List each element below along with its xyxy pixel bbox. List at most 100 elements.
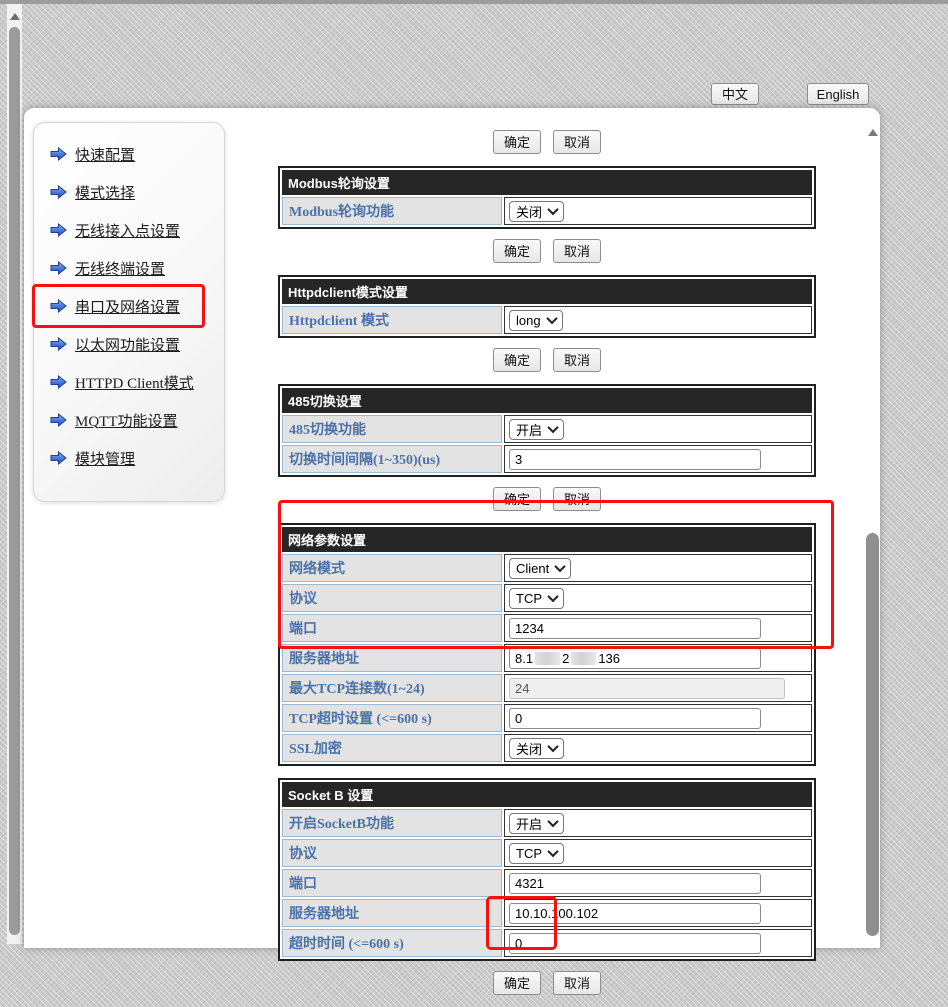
sidebar-item-label[interactable]: 模式选择 [75,185,136,202]
dropdown-chevron-icon [547,845,559,858]
arrow-icon [50,223,67,237]
table-row: 最大TCP连接数(1~24) [282,674,812,702]
section-table-modbus: Modbus轮询设置 Modbus轮询功能 关闭 [278,166,816,229]
sidebar-item[interactable]: 以太网功能设置 [50,325,224,363]
row-label: Modbus轮询功能 [282,197,502,225]
sidebar-item[interactable]: 无线终端设置 [50,249,224,287]
table-row: 服务器地址 8.1 2 136 [282,644,812,672]
sidebar-item[interactable]: MQTT功能设置 [50,401,224,439]
row-label: SSL加密 [282,734,502,762]
section-table-rs485: 485切换设置 485切换功能 开启 切换时间间隔(1~350)(us) [278,384,816,477]
arrow-icon [50,261,67,275]
cancel-button[interactable]: 取消 [553,487,602,511]
cancel-button[interactable]: 取消 [553,130,602,154]
row-input[interactable] [509,617,761,639]
dropdown-chevron-icon [547,740,559,753]
server-address-input[interactable]: 8.1 2 136 [509,647,761,669]
sidebar-item-label[interactable]: 以太网功能设置 [75,337,181,354]
row-label: 协议 [282,839,502,867]
sidebar-item[interactable]: 快速配置 [50,135,224,173]
dropdown-chevron-icon [554,560,566,573]
ok-button[interactable]: 确定 [492,971,541,995]
row-label: 切换时间间隔(1~350)(us) [282,445,502,473]
sidebar-item[interactable]: 无线接入点设置 [50,211,224,249]
row-label: 网络模式 [282,554,502,582]
section-header-row: 网络参数设置 [282,527,812,552]
sidebar-item[interactable]: HTTPD Client模式 [50,363,224,401]
arrow-icon [50,299,67,313]
section-title: Httpdclient模式设置 [282,279,812,304]
window-scroll-up-icon[interactable] [10,13,20,20]
row-input[interactable] [509,902,761,924]
table-row: 超时时间 (<=600 s) [282,929,812,957]
sidebar-item-label[interactable]: 无线终端设置 [75,261,166,278]
form-actions: 确定 取消 [278,348,816,372]
table-row: 协议 TCP [282,584,812,612]
cancel-button[interactable]: 取消 [553,348,602,372]
redaction-blur [571,651,597,665]
row-value: 开启 [504,415,812,443]
row-input[interactable] [509,448,761,470]
row-select[interactable]: 开启 [509,812,565,834]
content-scrollbar-thumb[interactable] [866,533,879,936]
row-select[interactable]: 关闭 [509,200,565,222]
select-value: TCP [516,590,542,606]
sidebar-item-label[interactable]: 串口及网络设置 [75,299,181,316]
dropdown-chevron-icon [545,312,558,325]
row-select[interactable]: Client [509,557,572,579]
ok-button[interactable]: 确定 [492,348,541,372]
select-value: TCP [516,845,542,861]
row-select[interactable]: long [509,309,563,331]
cancel-button[interactable]: 取消 [553,971,602,995]
row-label: 服务器地址 [282,644,502,672]
row-value [504,704,812,732]
cancel-button[interactable]: 取消 [553,239,602,263]
table-row: Httpdclient 模式 long [282,306,812,334]
sidebar: 快速配置模式选择无线接入点设置 无线终端设置 串口及网络设置 以太网功能设置 HTTPD… [33,122,225,502]
arrow-icon [50,185,67,199]
ok-button[interactable]: 确定 [492,239,541,263]
sidebar-item-label[interactable]: HTTPD Client模式 [75,375,194,392]
content-scroll-up-icon[interactable] [868,129,878,136]
row-input[interactable] [509,872,761,894]
section-title: 网络参数设置 [282,527,812,552]
content: 确定 取消 Modbus轮询设置 Modbus轮询功能 关闭 确定 取消 Httpdclien… [278,122,816,1007]
dropdown-chevron-icon [547,421,559,434]
row-value: Client [504,554,812,582]
table-row: 端口 [282,869,812,897]
arrow-icon [50,337,67,351]
select-value: 开启 [516,422,543,438]
section-table-httpdclient: Httpdclient模式设置 Httpdclient 模式 long [278,275,816,338]
row-label: 开启SocketB功能 [282,809,502,837]
row-input[interactable] [509,707,761,729]
row-input[interactable] [509,932,761,954]
sidebar-item[interactable]: 串口及网络设置 [50,287,224,325]
sidebar-item-label[interactable]: 快速配置 [75,147,136,164]
row-select[interactable]: 开启 [509,418,565,440]
row-label: 端口 [282,614,502,642]
section-title: Modbus轮询设置 [282,170,812,195]
row-select[interactable]: TCP [509,842,564,864]
sidebar-item[interactable]: 模块管理 [50,439,224,477]
browser-top-strip [0,0,948,4]
sidebar-item[interactable]: 模式选择 [50,173,224,211]
row-label: 超时时间 (<=600 s) [282,929,502,957]
table-row: Modbus轮询功能 关闭 [282,197,812,225]
ok-button[interactable]: 确定 [492,487,541,511]
row-select[interactable]: 关闭 [509,737,565,759]
table-row: 服务器地址 [282,899,812,927]
ok-button[interactable]: 确定 [492,130,541,154]
language-chinese-button[interactable]: 中文 [711,83,759,105]
sidebar-item-label[interactable]: 模块管理 [75,451,136,468]
window-scrollbar-thumb[interactable] [9,27,20,935]
select-value: long [516,312,541,328]
language-english-button[interactable]: English [807,83,869,105]
row-value: 关闭 [504,197,812,225]
sidebar-item-label[interactable]: MQTT功能设置 [75,413,178,430]
sidebar-item-label[interactable]: 无线接入点设置 [75,223,181,240]
row-select[interactable]: TCP [509,587,564,609]
form-actions: 确定 取消 [278,130,816,154]
section-header-row: 485切换设置 [282,388,812,413]
dropdown-chevron-icon [547,590,559,603]
dropdown-chevron-icon [547,203,559,216]
